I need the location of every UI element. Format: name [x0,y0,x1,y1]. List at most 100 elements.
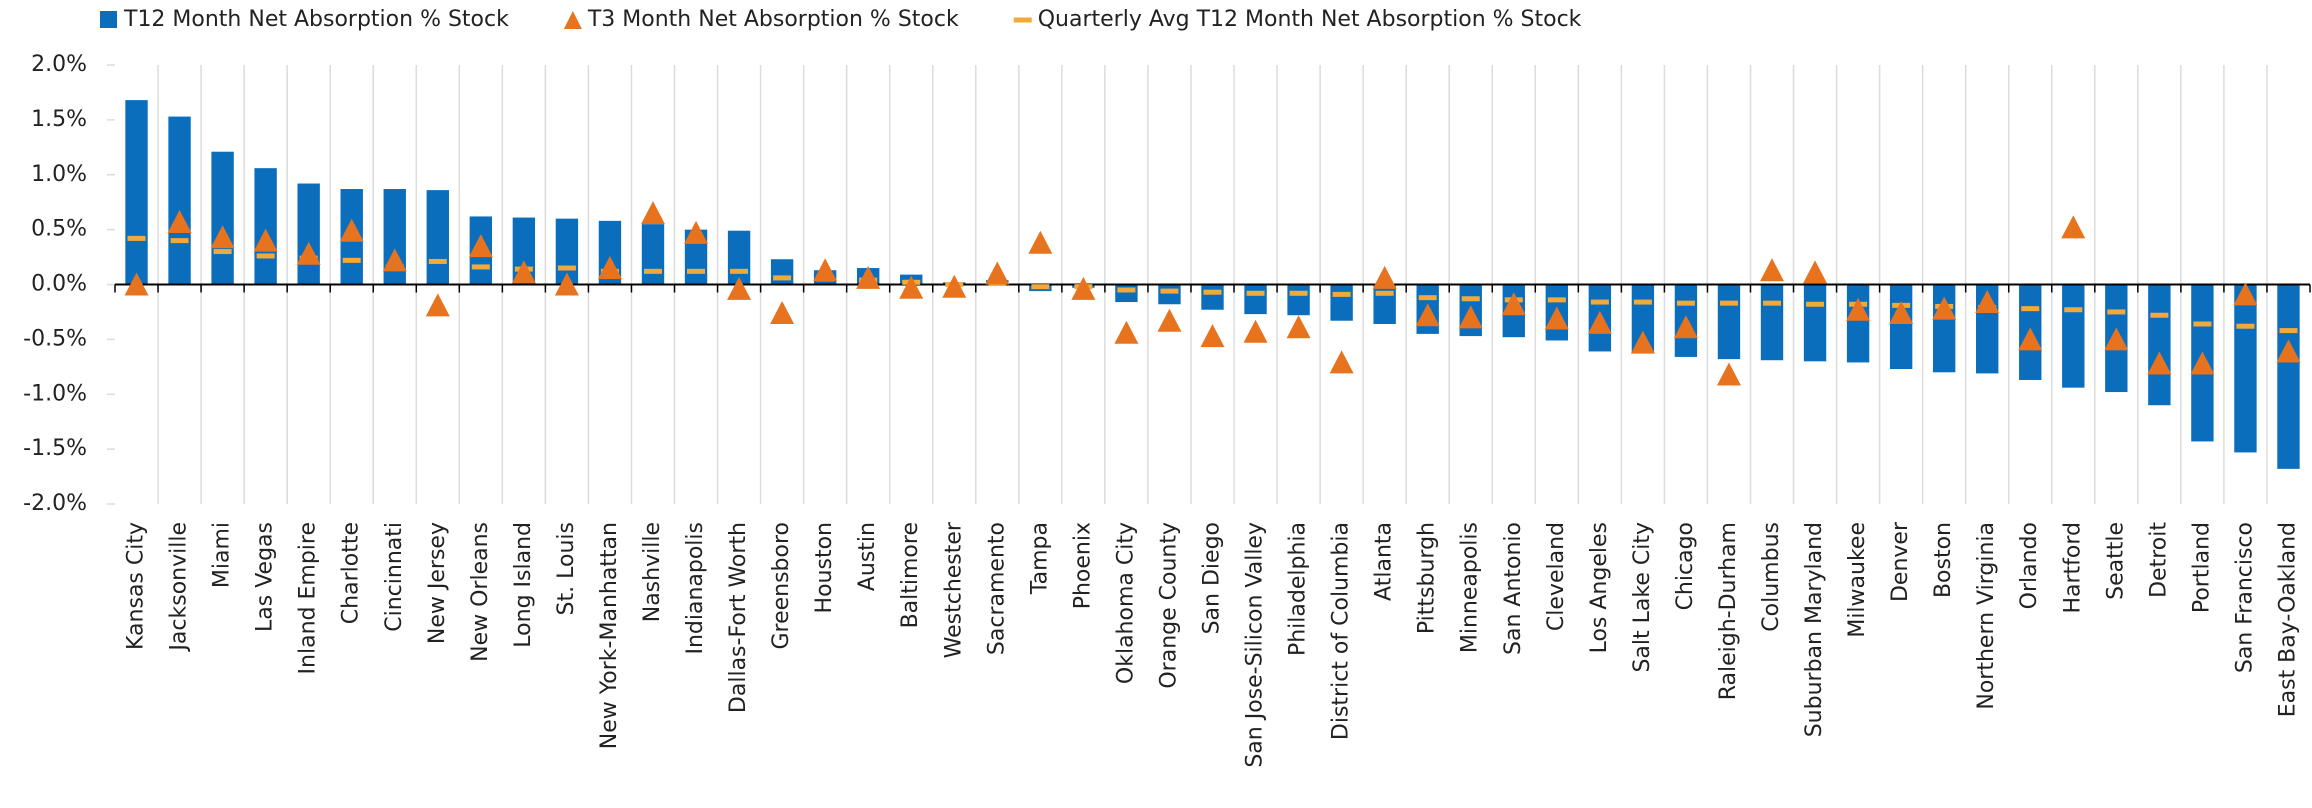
triangle-marker [2018,327,2043,351]
x-tick-label: Sacramento [984,522,1009,655]
x-tick-label: Denver [1888,521,1913,602]
x-tick-label: Inland Empire [296,522,321,674]
legend-label: Quarterly Avg T12 Month Net Absorption %… [1038,7,1582,32]
triangle-marker [727,276,752,300]
triangle-marker [1372,265,1397,289]
bar [641,224,665,285]
x-tick-label: Seattle [2103,522,2128,600]
x-tick-label: San Jose-Silicon Valley [1243,522,1268,768]
x-tick-label: Las Vegas [253,522,278,632]
x-tick-label: San Antonio [1501,522,1526,655]
x-tick-label: Phoenix [1070,522,1095,609]
avg-dash [557,265,576,271]
avg-dash [1719,300,1738,306]
bar [1158,284,1181,305]
bar [1244,284,1267,315]
avg-dash [2236,323,2255,329]
triangle-marker [1932,296,1957,320]
avg-dash [1806,301,1825,307]
triangle-marker [640,201,665,225]
x-tick-label: Cincinnati [382,522,407,632]
x-tick-label: East Bay-Oakland [2275,522,2300,717]
triangle-marker [1200,324,1225,348]
legend-swatch [563,11,582,29]
x-tick-label: Charlotte [339,522,364,624]
triangle-marker [1157,308,1182,332]
avg-dash [428,258,447,264]
triangle-marker [597,256,622,280]
x-tick-label: Pittsburgh [1415,522,1440,634]
avg-dash [1160,288,1179,294]
triangle-marker [2190,351,2215,375]
x-tick-label: Northern Virginia [1974,522,1999,710]
bar [1717,284,1741,360]
x-tick-label: Oklahoma City [1113,522,1138,684]
avg-dash [2064,307,2083,313]
triangle-marker [2276,339,2301,363]
y-tick-label: -0.5% [23,326,87,351]
triangle-marker [468,234,493,258]
bar [1287,284,1310,316]
bar [2277,284,2300,469]
bar [770,259,794,285]
x-tick-label: Columbus [1759,522,1784,632]
avg-dash [1461,296,1480,302]
triangle-marker [425,293,450,317]
x-tick-label: New York-Manhattan [597,522,622,749]
triangle-marker [1673,315,1698,339]
triangle-marker [554,272,579,296]
triangle-marker [124,272,149,296]
y-tick-label: 2.0% [31,52,87,77]
bar [125,100,148,285]
avg-dash [1375,290,1394,296]
legend-swatch [1013,17,1032,23]
x-tick-label: Boston [1931,522,1956,598]
triangle-marker [511,260,536,284]
y-tick-label: -1.5% [23,436,87,461]
triangle-marker [1501,292,1526,316]
x-tick-label: Austin [855,522,880,591]
x-tick-label: St. Louis [554,522,579,615]
avg-dash [256,253,275,259]
y-tick-label: 0.5% [31,217,87,242]
x-tick-label: San Francisco [2232,522,2257,673]
avg-dash [471,264,490,270]
triangle-marker [813,258,838,282]
x-tick-label: Raleigh-Durham [1716,522,1741,700]
avg-dash [2107,309,2126,315]
triangle-marker [1630,330,1655,354]
avg-dash [643,268,662,274]
triangle-marker [1975,290,2000,314]
avg-dash [1763,300,1782,306]
bar [297,183,320,285]
triangle-marker [1889,301,1914,325]
avg-dash [2150,312,2169,318]
bar [426,190,449,285]
legend-swatch [100,11,117,28]
x-tick-label: Kansas City [124,522,149,650]
avg-dash [1117,287,1136,293]
triangle-marker [1846,297,1871,321]
triangle-marker [1544,306,1569,330]
avg-dash [1031,284,1050,290]
x-tick-label: Orange County [1156,522,1181,689]
x-tick-label: Nashville [640,522,665,622]
bar [1115,284,1138,303]
avg-dash [2279,328,2298,334]
bar [168,116,191,285]
bar [1803,284,1827,362]
bar [1373,284,1396,325]
triangle-marker [1114,320,1139,344]
avg-dash [170,238,189,244]
avg-dash [687,268,706,274]
bar [1846,284,1870,363]
x-tick-label: Cleveland [1544,522,1569,631]
x-tick-label: New Orleans [468,522,493,662]
triangle-marker [167,209,192,233]
triangle-marker [1329,350,1354,374]
bar [2062,284,2085,388]
triangle-marker [2104,327,2129,351]
triangle-marker [856,265,881,289]
x-tick-label: Long Island [511,522,536,648]
triangle-marker [1458,305,1483,329]
